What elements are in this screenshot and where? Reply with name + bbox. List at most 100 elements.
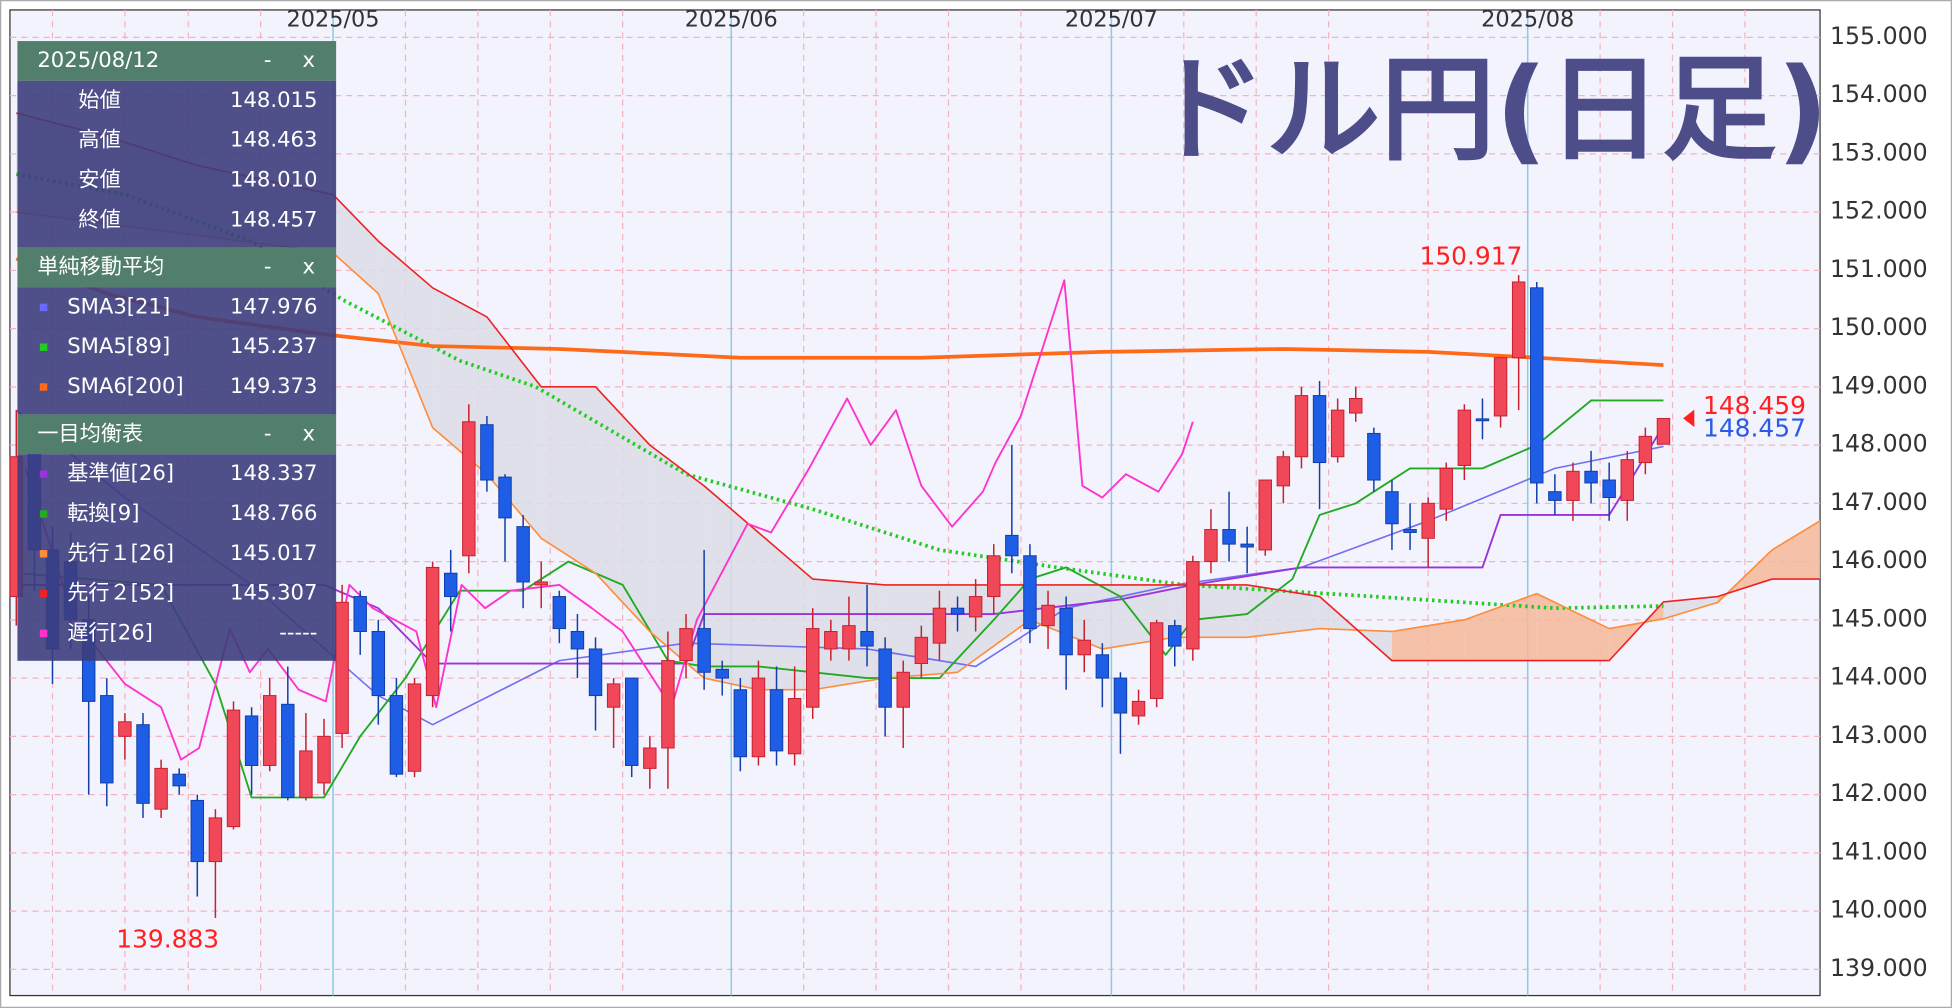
candle-body (1656, 417, 1671, 445)
price-tag: 148.457 (1703, 414, 1806, 443)
panel-header (17, 41, 337, 81)
y-tick-label: 141.000 (1830, 837, 1928, 865)
candle-body (1602, 479, 1616, 499)
candle-body (1059, 607, 1073, 656)
indicator-line (16, 112, 1821, 662)
candle-body (1421, 502, 1435, 539)
cloud-segment (1772, 520, 1821, 580)
close-button[interactable]: x (302, 420, 315, 445)
panel-title: 2025/08/12 (37, 47, 159, 72)
panel-title: 単純移動平均 (37, 254, 164, 279)
y-tick-label: 144.000 (1830, 663, 1928, 691)
candle-body (1222, 529, 1236, 545)
cloud-segment (1247, 584, 1320, 638)
candle-body (1475, 418, 1490, 422)
y-tick-label: 152.000 (1830, 197, 1928, 225)
candle-body (824, 630, 838, 650)
close-button[interactable]: x (302, 254, 315, 279)
candle-body (425, 566, 440, 697)
candle-body (299, 750, 313, 799)
candle-body (100, 695, 114, 784)
y-tick-label: 142.000 (1830, 779, 1928, 807)
cloud-segment (704, 485, 759, 690)
annotation: 139.883 (116, 924, 219, 953)
row-value: 147.976 (230, 293, 317, 318)
candle-body (371, 630, 386, 697)
candle-body (842, 625, 856, 650)
candle-body (208, 817, 223, 863)
candle-body (1095, 654, 1110, 679)
y-tick-label: 151.000 (1830, 255, 1928, 283)
minimize-button[interactable]: - (264, 47, 272, 72)
candle-body (1258, 479, 1272, 551)
cloud-segment (333, 194, 379, 294)
row-label: 先行２[52] (67, 580, 174, 605)
x-tick-label: 2025/06 (685, 6, 778, 32)
panel-header (17, 247, 337, 288)
row-label: SMA6[200] (67, 373, 183, 398)
candle-body (987, 555, 1001, 598)
candle-body (606, 683, 621, 708)
legend-swatch (39, 303, 48, 312)
candle-body (1186, 561, 1200, 650)
candle-body (1584, 470, 1598, 484)
candle-body (624, 677, 639, 766)
candle-body (1131, 700, 1146, 717)
y-tick-label: 150.000 (1830, 313, 1928, 341)
y-tick-label: 143.000 (1830, 721, 1928, 749)
candle-body (552, 596, 567, 630)
cloud-segment (1391, 619, 1465, 661)
legend-swatch (39, 343, 48, 351)
y-tick-label: 145.000 (1830, 604, 1928, 632)
candle-body (118, 721, 132, 737)
indicator-line (16, 399, 1664, 799)
minimize-button[interactable]: - (264, 254, 272, 279)
legend-swatch (39, 510, 48, 518)
candle-body (570, 630, 585, 650)
close-button[interactable]: x (302, 47, 315, 72)
candle-body (733, 689, 748, 758)
candle-body (281, 703, 295, 799)
candle-body (1204, 529, 1218, 563)
row-label: 基準値[26] (67, 460, 174, 485)
candle-body (1566, 470, 1580, 501)
row-value: 148.463 (230, 127, 317, 152)
candle-body (1023, 555, 1037, 630)
panel-header (17, 414, 337, 455)
candle-body (715, 668, 729, 679)
cloud-segment (1464, 593, 1537, 661)
y-tick-label: 139.000 (1830, 954, 1928, 982)
row-value: 148.337 (230, 460, 317, 485)
info-panel: 2025/08/12 - x 始値 148.015 高値 148.463 安値 148.010 終… (17, 41, 337, 661)
candle-body (443, 572, 458, 598)
candle-body (1385, 491, 1399, 525)
candle-body (389, 695, 404, 775)
candle-body (1530, 287, 1544, 484)
cloud-segment (758, 532, 813, 690)
y-tick-label: 149.000 (1830, 371, 1928, 399)
y-tick-label: 147.000 (1830, 488, 1928, 516)
candle-body (534, 581, 548, 586)
row-label: 高値 (78, 127, 120, 152)
cloud-segment (595, 386, 650, 632)
y-tick-label: 153.000 (1830, 138, 1928, 166)
row-value: 145.017 (230, 540, 317, 565)
candle-body (661, 660, 675, 749)
candle-body (679, 628, 693, 662)
candle-body (878, 648, 892, 708)
candle-body (1113, 677, 1128, 714)
candle-body (172, 773, 186, 787)
candle-body (932, 607, 947, 644)
minimize-button[interactable]: - (264, 420, 272, 445)
candle-body (1511, 281, 1526, 359)
panel-body (17, 80, 337, 248)
candle-body (1548, 491, 1562, 501)
row-value: 145.237 (230, 333, 317, 358)
x-tick-label: 2025/07 (1065, 6, 1158, 32)
candle-body (950, 607, 965, 615)
y-tick-label: 140.000 (1830, 896, 1928, 924)
candle-body (1276, 456, 1291, 487)
candle-body (806, 628, 820, 708)
candle-body (1005, 534, 1019, 557)
panel-title: 一目均衡表 (37, 420, 143, 445)
